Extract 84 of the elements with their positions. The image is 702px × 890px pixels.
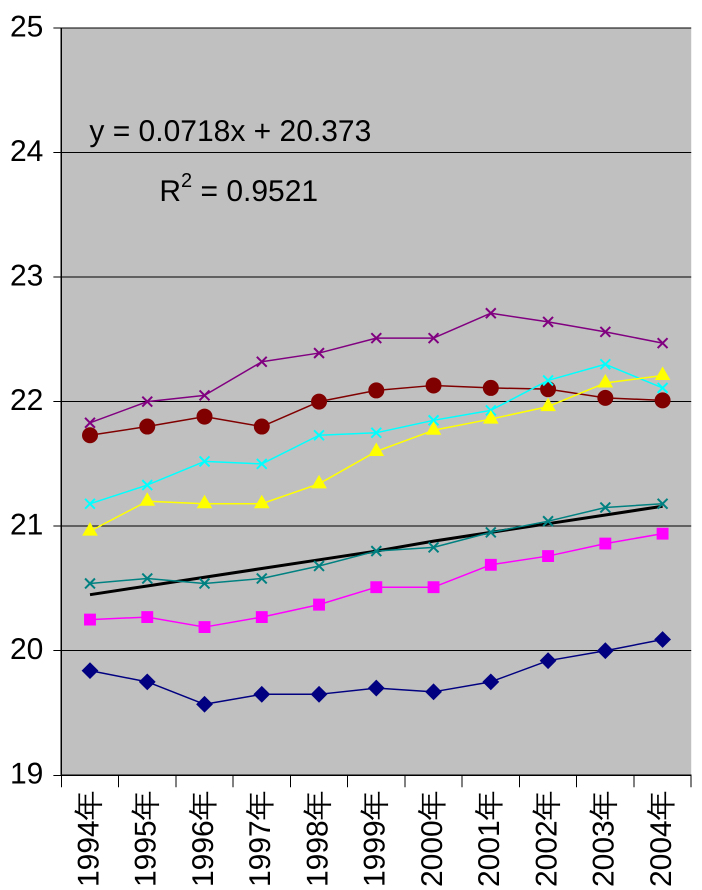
x-tick-label: 2003年 [588,790,621,888]
point [597,642,614,659]
point [256,356,268,368]
point [256,572,268,584]
point [82,662,98,679]
point [313,560,325,572]
point [656,498,669,510]
point [141,572,154,584]
point [84,614,96,626]
point [428,414,440,426]
point [82,427,98,444]
point [84,416,96,429]
point [141,396,154,408]
point [654,632,671,648]
y-tick-label: 25 [10,10,44,44]
point [599,502,612,514]
point [484,526,497,538]
point [311,686,328,702]
x-tick-label: 2001年 [473,790,506,888]
point [482,380,499,396]
point [542,550,554,562]
point [370,581,382,594]
y-tick-label: 21 [10,508,44,542]
y-tick-label: 23 [10,259,44,292]
point [256,611,268,624]
point [254,418,270,435]
x-tick-label: 1999年 [358,790,392,888]
point [484,404,497,416]
point [196,696,213,712]
point [368,382,384,398]
point [599,538,612,550]
point [84,578,96,590]
point [139,418,156,435]
point [254,686,270,702]
x-tick-label: 2002年 [530,790,564,888]
point [597,390,614,406]
point [542,316,554,328]
y-tick-label: 22 [10,384,44,417]
point [428,332,440,344]
point [542,374,554,386]
point [656,337,669,350]
x-tick-label: 1998年 [301,790,334,888]
point [370,426,382,439]
x-tick-label: 1995年 [130,790,163,888]
x-tick-label: 2000年 [416,790,449,888]
x-tick-label: 1994年 [72,790,106,888]
point [599,358,612,370]
point [426,684,442,700]
point [368,680,384,696]
y-tick-label: 19 [10,758,44,791]
point [542,515,554,528]
point [482,674,499,690]
point [141,611,154,624]
point [426,377,442,394]
point [313,598,325,611]
y-tick-label: 24 [10,134,44,168]
point [141,479,154,492]
point [84,498,96,510]
point [139,674,156,690]
point [311,394,328,410]
point [484,558,497,571]
point [198,455,210,468]
point [428,581,440,594]
annotation: y = 0.0718x + 20.373 [89,115,372,148]
x-tick-label: 1997年 [244,790,278,888]
point [256,458,268,470]
point [599,326,612,338]
point [313,347,325,360]
point [198,389,210,402]
point [656,382,669,394]
point [540,652,556,669]
point [196,408,213,425]
point [428,541,440,554]
x-tick-label: 2004年 [644,790,678,888]
point [654,392,671,408]
x-tick-label: 1996年 [186,790,220,888]
point [198,621,210,634]
y-tick-label: 20 [10,632,44,666]
point [198,578,210,590]
point [370,545,382,558]
point [656,528,669,540]
point [313,429,325,442]
point [484,307,497,320]
point [370,332,382,344]
